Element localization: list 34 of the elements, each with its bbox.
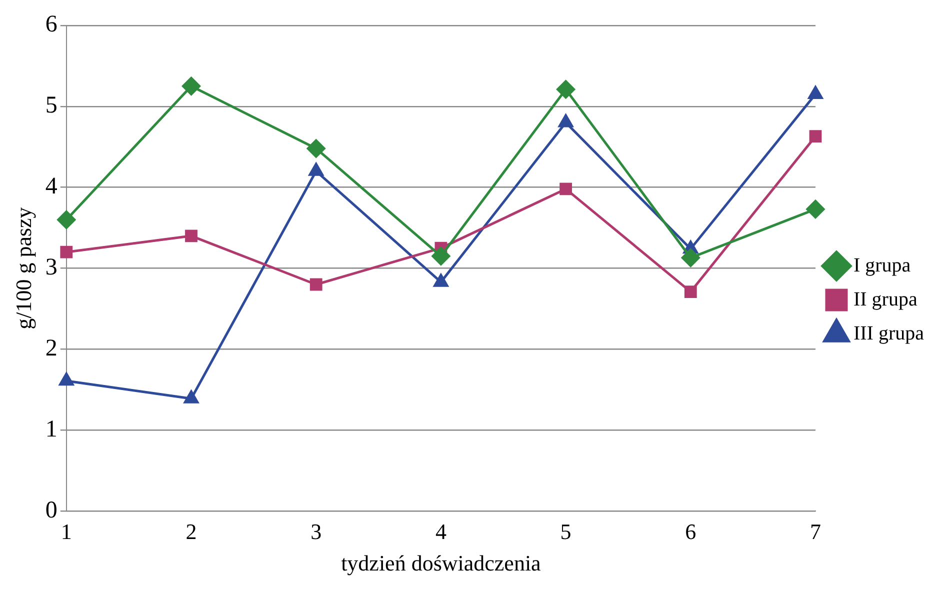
y-tick-label: 3: [45, 254, 58, 281]
point: [432, 246, 450, 266]
x-tick-label: 5: [560, 519, 572, 544]
point: [681, 248, 700, 268]
point: [560, 182, 572, 196]
point: [684, 286, 697, 298]
point: [556, 80, 576, 99]
y-tick-label: 0: [45, 497, 58, 524]
x-tick-label: 6: [685, 519, 696, 544]
point: [60, 246, 73, 258]
y-tick-label: 4: [45, 174, 58, 200]
x-axis-title: tydzień doświadczenia: [341, 550, 542, 576]
y-tick-label: 2: [45, 336, 58, 362]
x-tick-label: 4: [435, 519, 446, 544]
y-tick-label: 5: [45, 92, 58, 119]
x-tick-label: 2: [186, 519, 197, 544]
legend-label: II grupa: [853, 288, 918, 310]
point: [806, 200, 825, 218]
point: [59, 372, 74, 386]
x-tick-label: 3: [310, 519, 322, 544]
point: [182, 76, 200, 96]
y-axis-title: g/100 g paszy: [10, 207, 36, 330]
y-tick-label: 1: [45, 416, 58, 443]
point: [306, 139, 326, 158]
legend-label: III grupa: [853, 322, 924, 344]
point: [809, 130, 822, 143]
legend-label: I grupa: [853, 254, 911, 276]
y-tick-label: 6: [45, 12, 58, 38]
point: [185, 230, 198, 242]
point: [434, 274, 448, 287]
x-tick-label: 7: [810, 519, 821, 544]
point: [310, 278, 322, 291]
point: [184, 390, 199, 404]
point: [57, 210, 76, 229]
